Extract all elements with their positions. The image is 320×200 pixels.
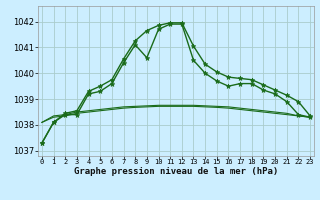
- X-axis label: Graphe pression niveau de la mer (hPa): Graphe pression niveau de la mer (hPa): [74, 167, 278, 176]
